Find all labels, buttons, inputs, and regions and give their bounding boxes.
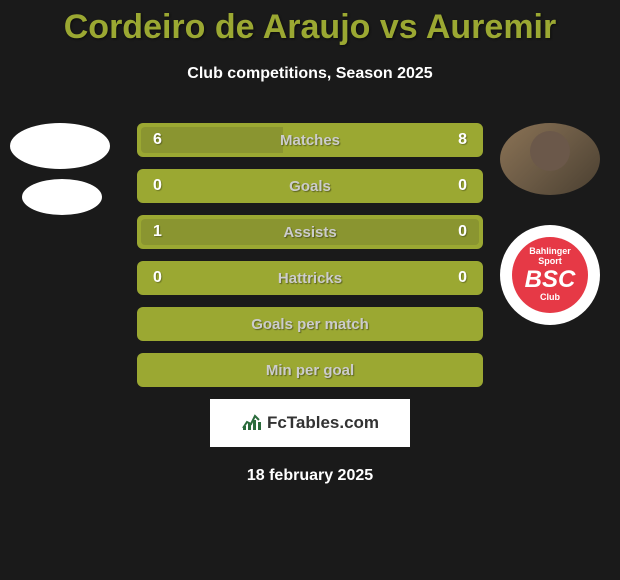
player2-club-logo: Bahlinger Sport BSC Club [500,225,600,325]
stat-label: Min per goal [266,362,354,379]
stat-left-value: 6 [153,131,162,149]
stat-row-mpg: Min per goal [137,353,483,387]
stat-left-value: 1 [153,223,162,241]
page-title: Cordeiro de Araujo vs Auremir [0,0,620,47]
player2-avatar [500,123,600,195]
right-player-avatars: Bahlinger Sport BSC Club [500,123,600,325]
stat-left-value: 0 [153,269,162,287]
stat-label: Matches [280,132,340,149]
stat-row-gpm: Goals per match [137,307,483,341]
chart-icon [241,412,263,435]
player1-club-logo [22,179,102,215]
stat-right-value: 0 [458,269,467,287]
content-area: Bahlinger Sport BSC Club 6 Matches 8 0 G… [0,123,620,485]
left-player-avatars [10,123,110,215]
stat-right-value: 8 [458,131,467,149]
stat-right-value: 0 [458,223,467,241]
player1-avatar [10,123,110,169]
footer-logo: FcTables.com [210,399,410,447]
footer-date: 18 february 2025 [20,467,600,485]
stats-container: 6 Matches 8 0 Goals 0 1 Assists 0 0 Hatt… [137,123,483,387]
stat-row-hattricks: 0 Hattricks 0 [137,261,483,295]
stat-label: Assists [283,224,336,241]
stat-label: Hattricks [278,270,342,287]
stat-label: Goals per match [251,316,369,333]
stat-label: Goals [289,178,331,195]
subtitle: Club competitions, Season 2025 [0,65,620,83]
stat-row-matches: 6 Matches 8 [137,123,483,157]
badge-center: BSC [525,267,576,293]
stat-row-goals: 0 Goals 0 [137,169,483,203]
stat-left-value: 0 [153,177,162,195]
badge-bottom: Club [540,293,560,303]
stat-fill-left [141,127,283,153]
stat-right-value: 0 [458,177,467,195]
stat-row-assists: 1 Assists 0 [137,215,483,249]
bsc-badge: Bahlinger Sport BSC Club [512,237,588,313]
footer-logo-text: FcTables.com [267,413,379,433]
